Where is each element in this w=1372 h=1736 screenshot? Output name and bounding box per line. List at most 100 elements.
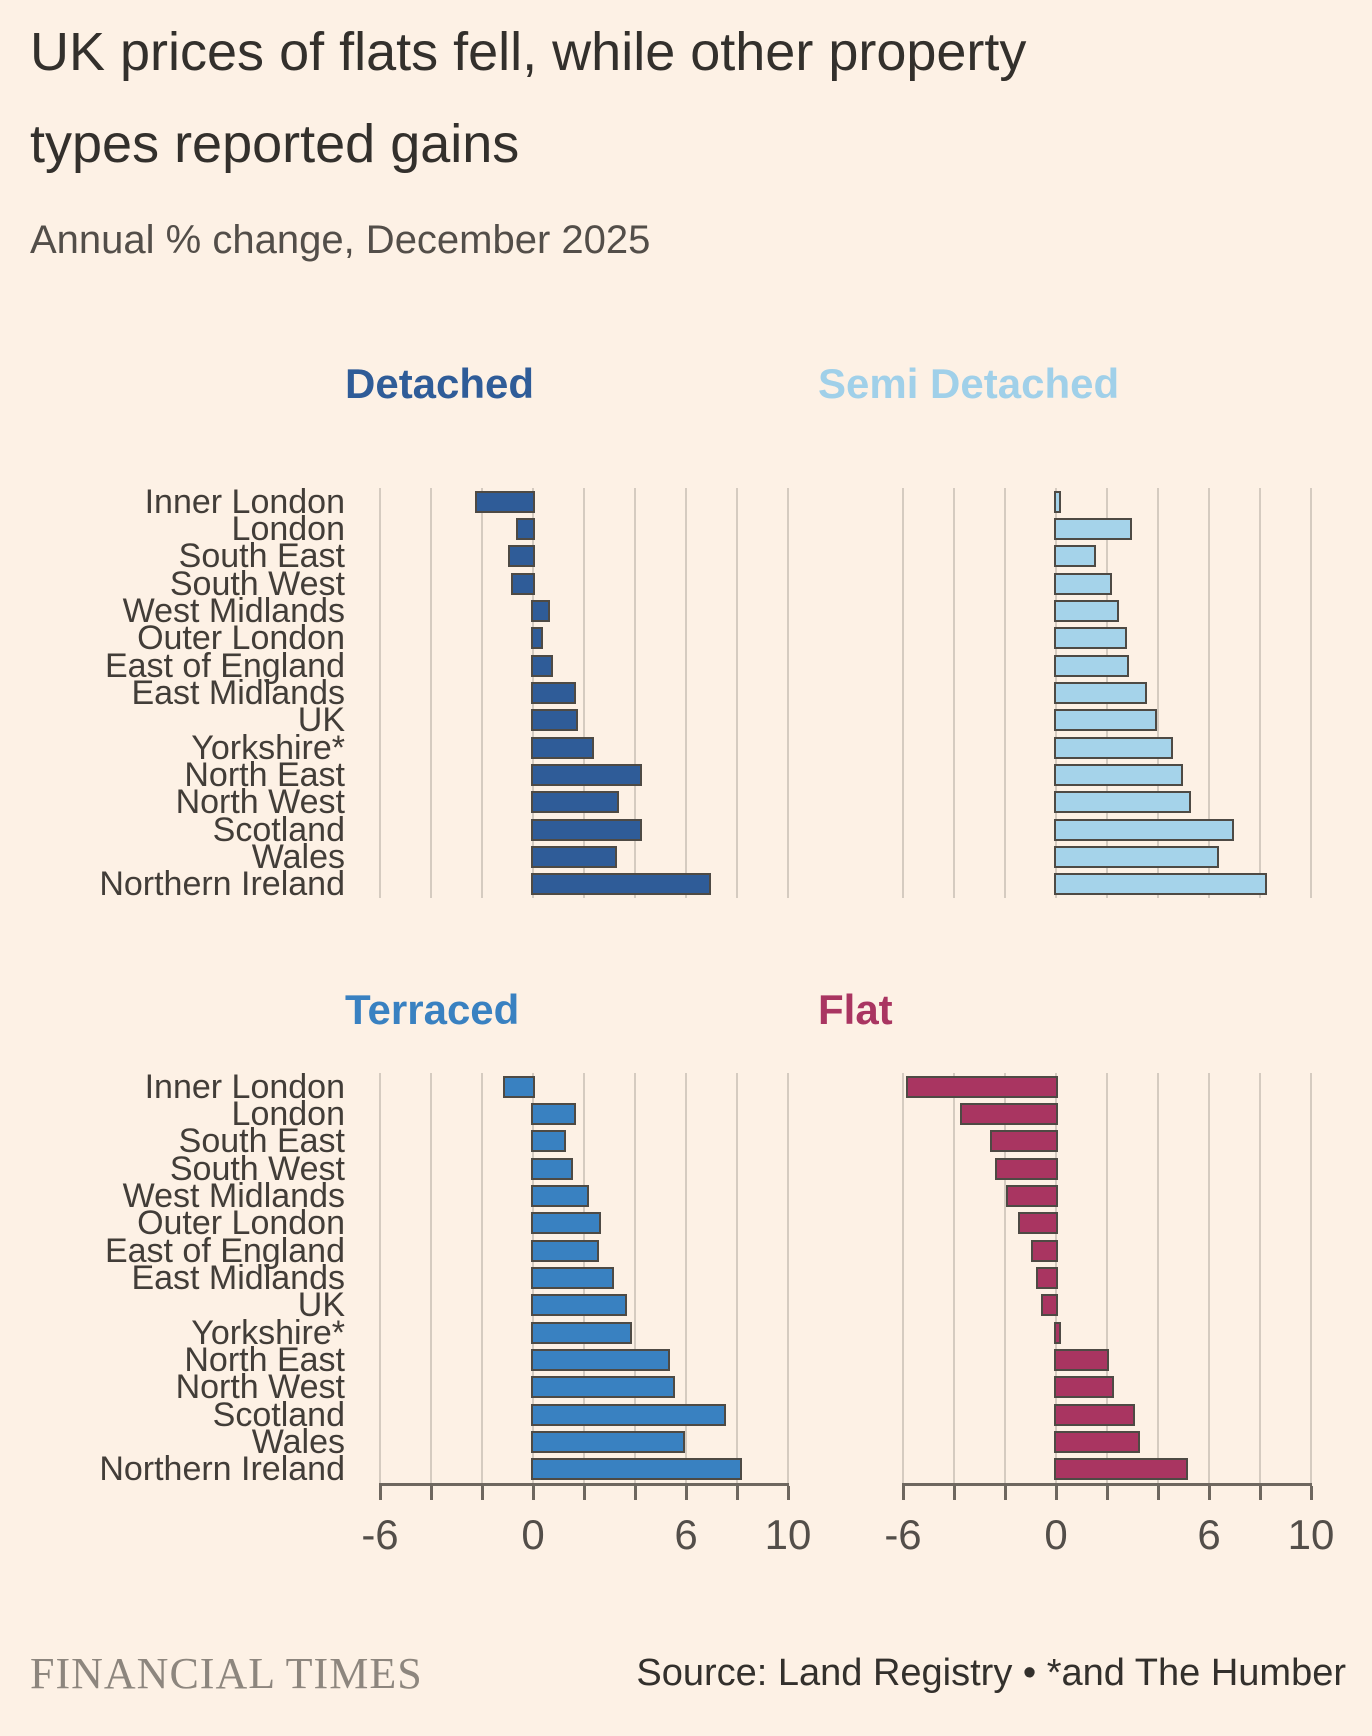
bar-semi-detached-north-east xyxy=(1054,764,1183,786)
gridline xyxy=(953,1073,955,1483)
gridline xyxy=(1310,1073,1312,1483)
bar-semi-detached-scotland xyxy=(1054,818,1234,841)
x-axis-tick xyxy=(531,1486,535,1500)
y-label-yorkshire: Yorkshire* xyxy=(191,728,345,767)
x-tick-label-10: 10 xyxy=(1287,1511,1335,1558)
gridline xyxy=(634,488,636,898)
gridline xyxy=(1259,1073,1261,1483)
chart-subtitle: Annual % change, December 2025 xyxy=(30,218,651,262)
gridline xyxy=(583,488,585,898)
y-label-east-of-england: East of England xyxy=(104,1231,345,1270)
y-label-outer-london: Outer London xyxy=(137,1204,345,1243)
gridline xyxy=(379,1073,381,1483)
x-axis-tick xyxy=(480,1486,484,1500)
bar-terraced-yorkshire xyxy=(531,1321,632,1344)
y-label-west-midlands: West Midlands xyxy=(122,592,345,630)
bar-detached-north-west xyxy=(531,791,620,814)
x-axis-tick xyxy=(1207,1486,1211,1500)
bar-terraced-south-east xyxy=(531,1130,566,1153)
bar-flat-south-west xyxy=(995,1157,1058,1180)
y-label-inner-london: Inner London xyxy=(144,482,345,521)
x-tick-label-6: 6 xyxy=(674,1511,698,1558)
plot-terraced: -6 0 6 10 xyxy=(361,1073,811,1558)
gridline xyxy=(1259,488,1261,898)
x-axis-tick xyxy=(684,1486,688,1500)
x-axis-tick xyxy=(1003,1486,1007,1500)
bar-detached-scotland xyxy=(531,818,643,841)
bar-semi-detached-west-midlands xyxy=(1054,600,1120,622)
x-axis-tick xyxy=(633,1486,637,1500)
bar-terraced-london xyxy=(531,1103,576,1125)
plot-detached xyxy=(379,488,789,898)
y-label-south-west: South West xyxy=(169,1149,345,1188)
bar-semi-detached-outer-london xyxy=(1054,627,1127,650)
y-label-east-of-england: East of England xyxy=(104,646,345,685)
bar-semi-detached-uk xyxy=(1054,709,1158,732)
bar-flat-wales xyxy=(1054,1431,1140,1453)
plot-flat: -6 0 6 10 xyxy=(884,1073,1334,1558)
x-axis-tick xyxy=(378,1486,382,1500)
gridline xyxy=(685,488,687,898)
bar-semi-detached-east-of-england xyxy=(1054,654,1130,677)
gridline xyxy=(787,488,789,898)
x-axis-tick xyxy=(1105,1486,1109,1500)
bar-detached-south-east xyxy=(508,545,535,568)
y-label-north-east: North East xyxy=(184,1341,345,1379)
bar-flat-outer-london xyxy=(1018,1212,1058,1235)
bar-flat-uk xyxy=(1041,1294,1058,1317)
gridline xyxy=(736,488,738,898)
x-tick-label--6: -6 xyxy=(361,1511,399,1558)
bar-semi-detached-inner-london xyxy=(1054,490,1061,513)
bar-semi-detached-yorkshire xyxy=(1054,736,1173,759)
title-line-2: types reported gains xyxy=(30,114,520,174)
bar-terraced-east-midlands xyxy=(531,1267,615,1289)
y-label-south-east: South East xyxy=(178,1122,345,1161)
bar-flat-south-east xyxy=(990,1130,1058,1153)
gridline xyxy=(1157,1073,1159,1483)
gridline xyxy=(1208,1073,1210,1483)
bar-detached-east-midlands xyxy=(531,682,576,704)
bar-terraced-uk xyxy=(531,1294,627,1317)
source-note: Source: Land Registry • *and The Humber xyxy=(636,1652,1346,1694)
gridline xyxy=(1157,488,1159,898)
panel-title-flat: Flat xyxy=(818,986,893,1033)
bar-detached-yorkshire xyxy=(531,736,594,759)
x-axis-tick xyxy=(735,1486,739,1500)
x-axis-tick xyxy=(786,1486,790,1500)
page-title: UK prices of flats fell, while other pro… xyxy=(30,6,1026,190)
x-tick-label-0: 0 xyxy=(521,1511,545,1558)
bar-flat-west-midlands xyxy=(1005,1185,1058,1207)
y-label-south-west: South West xyxy=(169,564,345,603)
gridline xyxy=(430,488,432,898)
bar-terraced-north-east xyxy=(531,1349,671,1371)
gridline xyxy=(736,1073,738,1483)
y-label-outer-london: Outer London xyxy=(137,619,345,658)
y-label-west-midlands: West Midlands xyxy=(122,1177,345,1215)
gridline xyxy=(685,1073,687,1483)
bar-detached-wales xyxy=(531,846,617,868)
gridline xyxy=(481,488,483,898)
x-axis-tick xyxy=(1054,1486,1058,1500)
bar-terraced-wales xyxy=(531,1431,686,1453)
bar-detached-outer-london xyxy=(531,627,543,650)
gridline xyxy=(634,1073,636,1483)
x-tick-label-10: 10 xyxy=(764,1511,812,1558)
bar-detached-london xyxy=(515,518,535,540)
y-label-wales: Wales xyxy=(251,1423,345,1461)
title-line-1: UK prices of flats fell, while other pro… xyxy=(30,22,1027,82)
gridline xyxy=(953,488,955,898)
gridline xyxy=(1106,1073,1108,1483)
plot-semi-detached xyxy=(902,488,1312,898)
y-label-scotland: Scotland xyxy=(212,810,345,849)
y-label-south-east: South East xyxy=(178,537,345,576)
bar-flat-scotland xyxy=(1054,1403,1135,1426)
y-label-scotland: Scotland xyxy=(212,1395,345,1434)
bar-semi-detached-south-east xyxy=(1054,545,1097,568)
x-axis-tick xyxy=(1309,1486,1313,1500)
y-label-north-east: North East xyxy=(184,756,345,794)
gridline xyxy=(902,1073,904,1483)
y-label-northern-ireland: Northern Ireland xyxy=(99,865,345,904)
ft-logo: FINANCIAL TIMES xyxy=(30,1649,423,1698)
bar-detached-northern-ireland xyxy=(531,873,711,896)
gridline xyxy=(1004,1073,1006,1483)
